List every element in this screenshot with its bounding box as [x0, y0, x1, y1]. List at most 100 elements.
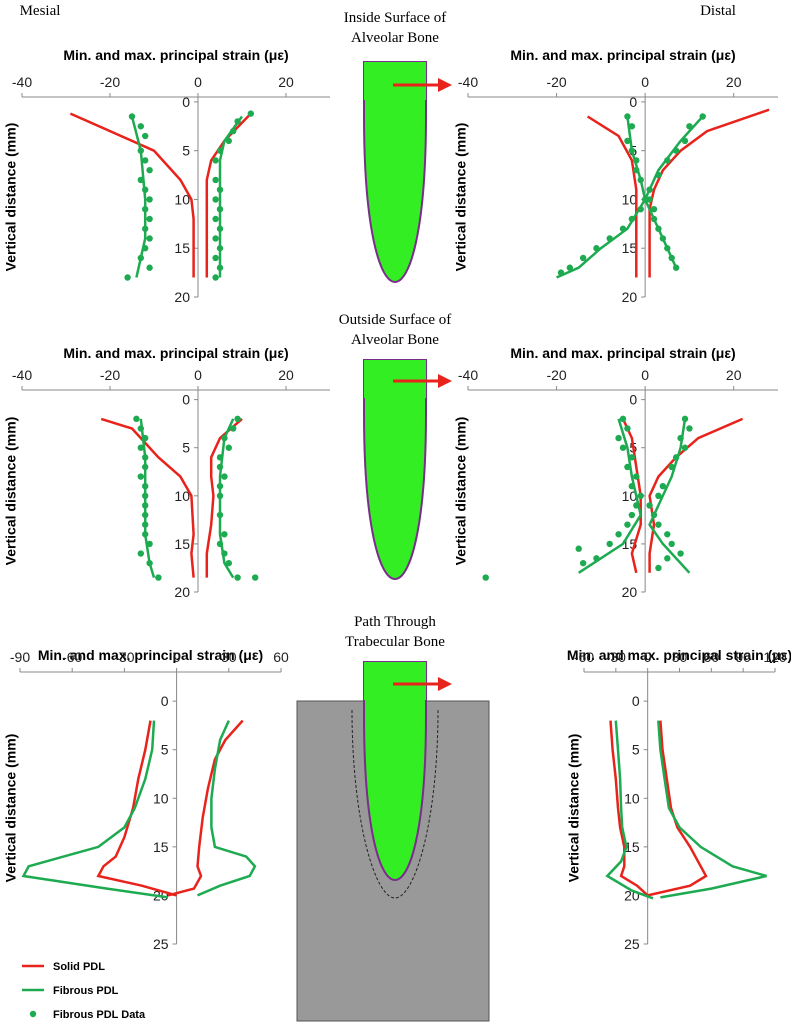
y-tick-label: 10	[622, 488, 638, 504]
y-tick-label: 20	[174, 584, 190, 600]
y-tick-label: 0	[629, 392, 637, 408]
data-point	[655, 171, 662, 179]
data-point	[628, 215, 636, 223]
data-point	[672, 264, 680, 271]
x-tick-label: -20	[100, 74, 120, 90]
strain-line	[578, 418, 643, 574]
x-tick-label: 30	[672, 649, 688, 665]
y-tick-label: 10	[622, 191, 638, 207]
data-point	[216, 540, 224, 548]
data-point	[628, 482, 636, 490]
strain-line	[100, 417, 195, 578]
data-point	[216, 245, 224, 252]
x-tick-label: 0	[194, 367, 202, 383]
y-tick-label: 15	[622, 240, 638, 256]
x-axis-title: Min. and max. principal strain (με)	[38, 647, 263, 663]
data-point	[606, 235, 613, 242]
x-tick-label: -60	[62, 649, 82, 665]
data-point	[234, 415, 241, 423]
data-point	[619, 444, 627, 451]
legend-label: Fibrous PDL	[53, 985, 119, 997]
data-point	[672, 454, 680, 461]
data-point	[142, 186, 149, 193]
data-point	[137, 123, 144, 130]
strain-line	[205, 417, 243, 578]
data-point	[593, 555, 600, 562]
data-point	[142, 205, 149, 213]
data-point	[142, 454, 149, 461]
data-point	[234, 118, 241, 125]
data-point	[655, 521, 662, 528]
data-point	[659, 235, 667, 242]
data-point	[137, 550, 144, 557]
data-point	[615, 531, 622, 538]
x-tick-label: -20	[546, 367, 566, 383]
data-point	[212, 157, 219, 164]
data-point	[216, 147, 224, 154]
data-point	[137, 147, 144, 154]
strain-line	[657, 720, 767, 899]
x-tick-label: 30	[221, 649, 237, 665]
data-point	[664, 157, 671, 164]
data-point	[624, 137, 631, 145]
data-point	[216, 225, 224, 232]
data-point	[142, 521, 149, 528]
x-tick-label: 0	[644, 649, 652, 665]
x-tick-label: -20	[546, 74, 566, 90]
y-tick-label: 0	[182, 94, 190, 110]
data-point	[142, 245, 149, 252]
strain-line	[605, 720, 654, 900]
strain-line	[130, 116, 147, 278]
data-point	[557, 269, 565, 276]
x-tick-label: -40	[12, 74, 32, 90]
data-point	[615, 434, 622, 442]
data-point	[142, 225, 149, 232]
y-axis-title: Vertical distance (mm)	[453, 417, 469, 566]
data-point	[155, 574, 162, 581]
data-point	[681, 137, 689, 145]
x-tick-label: 20	[278, 367, 294, 383]
data-point	[225, 137, 232, 145]
data-point	[681, 444, 689, 451]
x-tick-label: 20	[278, 74, 294, 90]
data-point	[624, 463, 631, 471]
data-point	[142, 132, 149, 140]
data-point	[677, 550, 684, 557]
data-point	[146, 264, 153, 271]
data-point	[579, 559, 587, 567]
data-point	[252, 574, 259, 581]
data-point	[575, 545, 582, 552]
data-point	[566, 264, 574, 271]
data-point	[124, 274, 131, 281]
data-point	[686, 123, 693, 130]
y-tick-label: 10	[174, 191, 190, 207]
strain-line	[96, 720, 177, 897]
side-label: Distal	[700, 3, 736, 19]
data-point	[650, 215, 658, 223]
y-tick-label: 10	[624, 790, 640, 806]
x-tick-label: -60	[574, 649, 594, 665]
row-title: Alveolar Bone	[351, 332, 439, 348]
data-point	[633, 473, 640, 480]
data-point	[606, 540, 613, 548]
data-point	[216, 186, 224, 193]
x-axis-title: Min. and max. principal strain (με)	[567, 647, 791, 663]
data-point	[146, 196, 153, 203]
data-point	[655, 492, 662, 500]
y-tick-label: 15	[174, 240, 190, 256]
data-point	[624, 113, 631, 120]
tooth-diagram	[363, 61, 452, 284]
data-point	[628, 511, 636, 519]
data-point	[230, 425, 237, 432]
data-point	[633, 166, 640, 174]
tooth-diagram	[363, 359, 452, 581]
data-point	[212, 235, 219, 242]
strain-line	[218, 418, 235, 579]
y-tick-label: 15	[174, 536, 190, 552]
data-point	[655, 225, 662, 232]
row-title: Alveolar Bone	[351, 30, 439, 46]
data-point	[216, 511, 224, 519]
data-point	[221, 550, 228, 557]
row-title: Trabecular Bone	[345, 634, 445, 650]
data-point	[593, 245, 600, 252]
